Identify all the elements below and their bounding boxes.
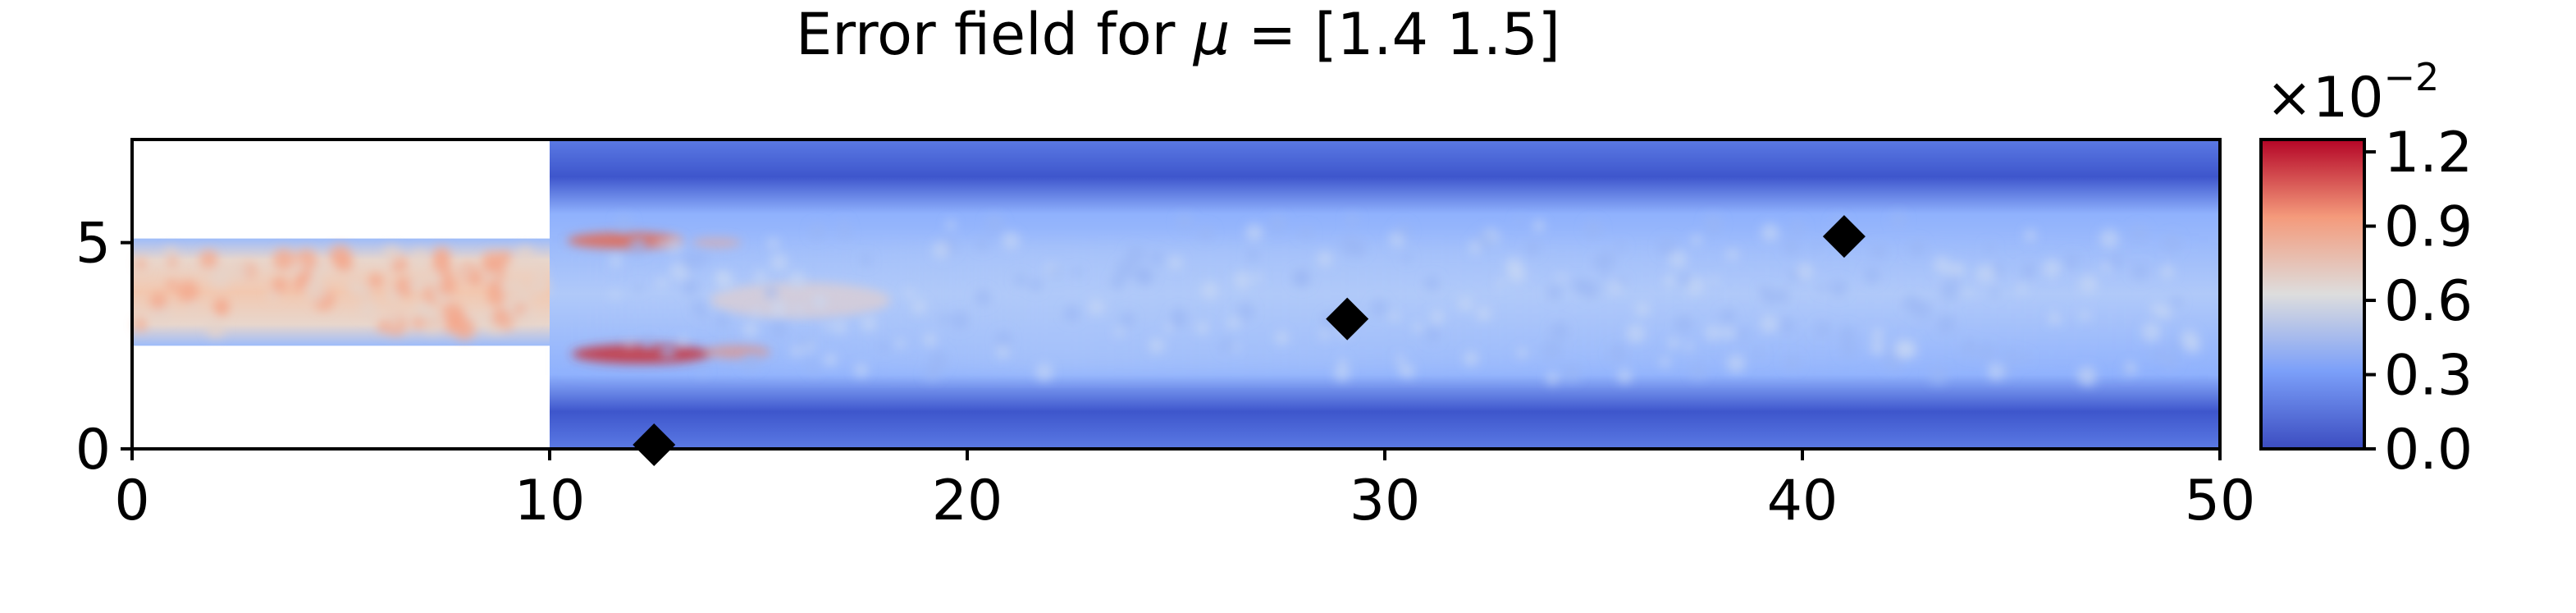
- x-tick-label: 40: [1767, 469, 1838, 533]
- sensor-markers: [633, 215, 1866, 466]
- colorbar-tick-label: 0.3: [2384, 344, 2473, 409]
- y-tick-label: 0: [75, 418, 111, 483]
- x-tick-label: 10: [514, 469, 586, 533]
- colorbar-tick-label: 0.9: [2384, 195, 2473, 260]
- chart-title: Error field for μ = [1.4 1.5]: [796, 1, 1560, 68]
- colorbar-ticks: 0.0 0.3 0.6 0.9 1.2: [2364, 121, 2473, 483]
- colorbar-tick-label: 0.0: [2384, 418, 2473, 483]
- marker-point: [633, 423, 676, 466]
- axes-frame: [130, 138, 2222, 451]
- marker-point: [1822, 215, 1866, 258]
- colorbar-tick-label: 1.2: [2384, 121, 2473, 185]
- colorbar-gradient: [2259, 138, 2366, 451]
- x-tick-label: 50: [2185, 469, 2256, 533]
- x-tick-label: 30: [1350, 469, 1421, 533]
- colorbar: 0.0 0.3 0.6 0.9 1.2 ×10−2: [2259, 55, 2473, 483]
- x-tick-label: 20: [932, 469, 1003, 533]
- main-speckles: [609, 212, 2201, 387]
- axis-ticks: 0 10 20 30 40 50 0 5: [75, 212, 2256, 533]
- colorbar-tick-label: 0.6: [2384, 269, 2473, 334]
- error-field-heatmap: [132, 140, 2220, 449]
- y-tick-label: 5: [75, 212, 111, 277]
- x-tick-label: 0: [114, 469, 149, 533]
- inlet-speckles: [134, 245, 550, 341]
- colorbar-multiplier: ×10−2: [2266, 55, 2439, 130]
- marker-point: [1326, 297, 1369, 341]
